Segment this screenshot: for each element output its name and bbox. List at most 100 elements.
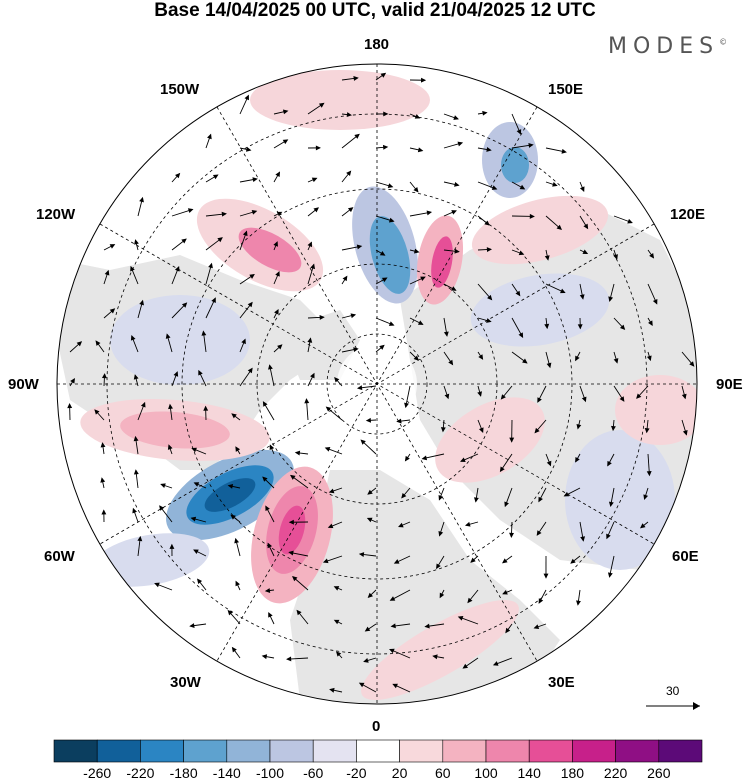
wind-vector-head [273,241,278,247]
lon-label-30e: 30E [548,674,575,691]
wind-vector-head [404,402,409,409]
wind-vector-head [516,129,522,135]
wind-vector-head [366,517,373,523]
wind-vector-head [533,624,540,629]
wind-vector-head [231,646,237,653]
wind-vector-head [193,482,200,487]
wind-vector-head [382,144,389,150]
wind-vector-head [392,683,398,689]
colorbar-tick-label: 180 [560,765,585,781]
reference-vector [646,702,700,710]
wind-vector-head [546,460,552,467]
wind-vector-head [187,208,194,213]
map-disc [57,64,697,704]
wind-vector-head [165,333,171,339]
wind-vector-head [424,623,430,629]
colorbar-swatch [356,739,400,763]
wind-vector-head [440,427,446,433]
wind-vector-head [365,417,372,423]
wind-vector-head [159,505,165,511]
wind-vector-head [613,254,618,260]
modes-logo: MODES© [608,34,728,59]
wind-vector-head [478,354,484,360]
wind-vector-head [413,248,420,254]
wind-vector-head [608,296,614,302]
wind-vector-head [324,447,331,452]
wind-vector-head [454,248,460,254]
wind-vector-head [426,210,433,216]
wind-vector-head [470,557,476,563]
wind-vector-head [500,394,506,400]
colorbar-swatch [53,739,98,763]
wind-vector-head [277,344,283,350]
wind-vector-head [502,558,508,564]
colorbar-swatch [442,739,487,763]
wind-vector-head [353,76,359,81]
colorbar [53,739,703,763]
wind-vector-head [262,476,268,482]
wind-vector-head [438,495,444,501]
colorbar-swatch [312,739,357,763]
wind-vector-head [462,663,469,669]
wind-vector-head [139,196,144,203]
wind-vector-head [315,145,321,151]
colorbar-swatch [269,739,314,763]
wind-vector-head [579,186,585,193]
wind-vector-head [249,273,255,279]
wind-vector-head [649,253,655,259]
anomaly-layer [80,70,697,700]
colorbar-tick-label: 220 [603,765,628,781]
wind-vector-head [528,142,534,148]
wind-vector-head [432,654,438,660]
wind-vector-head [221,211,227,217]
wind-vector-head [190,516,197,522]
wind-vector-head [329,687,335,693]
wind-vector-head [582,249,589,254]
wind-vector-head [318,102,325,108]
wind-vector-head [499,466,505,473]
wind-vector-head [307,241,312,248]
wind-vector-head [132,507,137,514]
wind-vector-head [347,207,354,213]
wind-vector-head [175,172,181,179]
wind-vector-head [546,362,552,369]
wind-vector-head [235,446,241,452]
wind-vector-head [646,471,652,477]
wind-vector-head [646,355,652,362]
wind-vector-head [417,320,424,325]
wind-vector-head [379,250,386,256]
lon-label-120e: 120E [670,206,706,223]
wind-vector-head [522,358,528,364]
wind-vector-head [95,340,101,346]
colorbar-swatch [485,739,530,763]
wind-vector-head [244,94,249,101]
wind-vector-head [290,474,296,480]
wind-vector-head [304,398,310,404]
wind-vector-head [274,309,279,315]
wind-vector-head [356,385,363,391]
wind-vector-head [288,519,294,525]
wind-vector-head [608,501,614,508]
wind-vector-head [197,578,203,585]
wind-vector-head [682,430,688,436]
wind-vector-head [208,262,213,269]
lon-label-120w: 120W [36,206,76,223]
graticule [57,64,697,704]
wind-vector-head [310,372,315,379]
wind-vector-head [242,230,248,237]
wind-vector-head [450,286,457,291]
wind-vector-head [560,288,566,294]
wind-vector-head [67,403,73,409]
wind-vector-head [648,320,653,327]
wind-vector-head [453,115,459,120]
wind-vector-head [652,298,658,305]
wind-vector-head [353,347,359,353]
wind-vector-head [537,397,542,403]
wind-vector-head [575,456,580,463]
wind-vector-head [109,244,116,249]
wind-vector-head [448,359,454,366]
wind-vector-head [252,177,258,183]
wind-vector-head [444,393,450,400]
wind-vector-head [227,609,233,616]
wind-vector-head [576,600,581,606]
